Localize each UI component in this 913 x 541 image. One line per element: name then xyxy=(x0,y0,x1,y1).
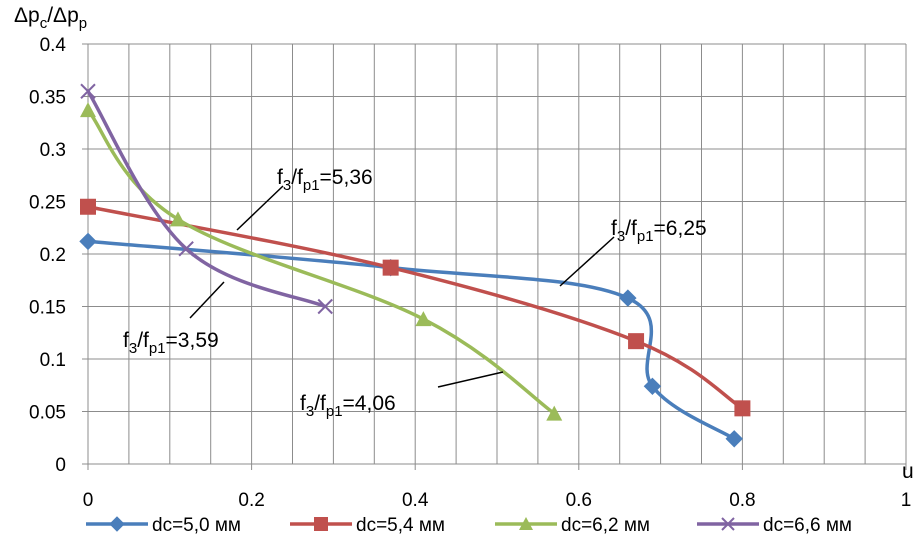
y-tick-label: 0.2 xyxy=(40,245,66,266)
y-tick-label: 0.1 xyxy=(40,350,66,371)
y-tick-label: 0.4 xyxy=(40,35,67,56)
legend-item-4: dc=6,6 мм xyxy=(697,515,852,536)
data-point xyxy=(383,260,399,276)
annotation-2: f3/fp1=6,25 xyxy=(560,217,707,286)
y-tick-label: 0.3 xyxy=(40,140,66,161)
legend-label: dc=5,0 мм xyxy=(152,515,241,536)
y-tick-label: 0.35 xyxy=(29,88,66,109)
callout-line xyxy=(190,282,224,318)
legend-label: dc=5,4 мм xyxy=(356,515,445,536)
legend-label: dc=6,2 мм xyxy=(561,515,650,536)
x-tick-label: 0.2 xyxy=(238,490,264,511)
x-axis: 0 0.2 0.4 0.6 0.8 1 xyxy=(83,464,912,511)
legend-marker xyxy=(314,517,328,531)
y-tick-label: 0 xyxy=(55,455,66,476)
data-point xyxy=(628,333,644,349)
annotation-label: f3/fp1=6,25 xyxy=(611,217,707,245)
legend-item-2: dc=5,4 мм xyxy=(290,515,445,536)
data-point xyxy=(80,199,96,215)
y-tick-label: 0.15 xyxy=(29,298,66,319)
x-tick-label: 0.4 xyxy=(402,490,429,511)
x-tick-label: 1 xyxy=(901,490,912,511)
annotation-3: f3/fp1=3,59 xyxy=(123,282,224,357)
annotation-4: f3/fp1=4,06 xyxy=(300,372,503,420)
y-axis: 0 0.05 0.1 0.15 0.2 0.25 0.3 0.35 0.4 xyxy=(29,35,88,476)
y-axis-title: Δpc/Δpp xyxy=(14,4,87,32)
annotation-label: f3/fp1=5,36 xyxy=(277,166,373,194)
legend-marker xyxy=(110,517,124,531)
callout-line xyxy=(438,372,503,387)
x-tick-label: 0.6 xyxy=(566,490,592,511)
x-axis-title: u xyxy=(902,460,913,483)
grid xyxy=(88,44,906,464)
legend-label: dc=6,6 мм xyxy=(763,515,852,536)
callout-line xyxy=(560,237,614,286)
data-point xyxy=(734,400,750,416)
x-tick-label: 0.8 xyxy=(729,490,755,511)
data-point xyxy=(415,311,431,326)
callout-line xyxy=(237,186,283,230)
data-point xyxy=(620,290,636,306)
annotation-label: f3/fp1=3,59 xyxy=(123,329,219,357)
x-tick-label: 0 xyxy=(83,490,94,511)
legend-item-3: dc=6,2 мм xyxy=(495,515,650,536)
data-point xyxy=(726,431,742,447)
series-4 xyxy=(81,84,332,313)
y-tick-label: 0.05 xyxy=(29,403,66,424)
legend-item-1: dc=5,0 мм xyxy=(86,515,241,536)
series-line xyxy=(88,91,325,306)
y-tick-label: 0.25 xyxy=(29,193,66,214)
annotation-label: f3/fp1=4,06 xyxy=(300,392,396,420)
annotation-1: f3/fp1=5,36 xyxy=(237,166,373,230)
legend: dc=5,0 мм dc=5,4 мм dc=6,2 мм dc=6,6 мм xyxy=(86,515,852,536)
data-point xyxy=(80,233,96,249)
